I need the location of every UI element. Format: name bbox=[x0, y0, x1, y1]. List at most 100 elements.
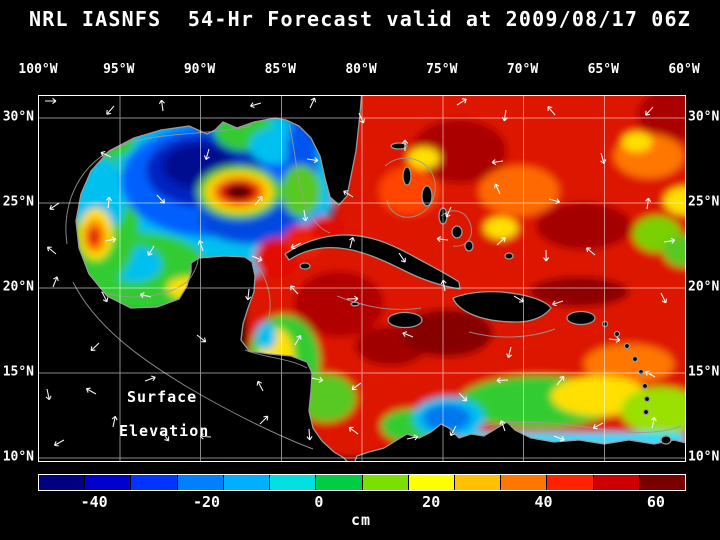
lon-tick-label: 80°W bbox=[345, 62, 377, 77]
vector-arrow-icon bbox=[343, 190, 354, 198]
lat-tick-label-right: 10°N bbox=[688, 449, 720, 465]
vector-arrow-icon bbox=[608, 336, 621, 343]
page-title: NRL IASNFS 54-Hr Forecast valid at 2009/… bbox=[28, 7, 692, 31]
vector-arrow-icon bbox=[553, 435, 565, 442]
south-america-landmass bbox=[354, 421, 685, 461]
cuba-island bbox=[284, 234, 461, 290]
vector-arrow-icon bbox=[259, 415, 269, 425]
colorbar-segment bbox=[223, 475, 271, 490]
vector-arrow-icon bbox=[85, 387, 97, 395]
vector-arrow-icon bbox=[458, 392, 468, 402]
colorbar-tick-label: 0 bbox=[314, 493, 324, 511]
antilles-island bbox=[623, 342, 631, 350]
vector-arrow-icon bbox=[45, 97, 57, 105]
vector-arrow-icon bbox=[245, 288, 252, 301]
lat-tick-label-right: 15°N bbox=[688, 364, 720, 380]
vector-arrow-icon bbox=[513, 295, 524, 303]
vector-arrow-icon bbox=[402, 331, 414, 338]
lon-tick-label: 95°W bbox=[103, 62, 135, 77]
vector-arrow-icon bbox=[645, 106, 654, 116]
colorbar-segment bbox=[639, 475, 686, 490]
vector-arrow-icon bbox=[203, 148, 210, 161]
vector-arrow-icon bbox=[440, 279, 447, 292]
vector-arrow-icon bbox=[506, 346, 513, 359]
vector-arrow-icon bbox=[496, 377, 509, 384]
vector-arrow-icon bbox=[436, 236, 449, 243]
vector-arrow-icon bbox=[290, 242, 302, 250]
colorbar-segment bbox=[316, 475, 363, 490]
vector-arrow-icon bbox=[147, 245, 155, 256]
vector-arrow-icon bbox=[644, 370, 656, 378]
vector-arrow-icon bbox=[289, 285, 299, 295]
vector-arrow-icon bbox=[306, 428, 313, 441]
lat-tick-label-left: 30°N bbox=[2, 109, 34, 125]
vector-arrow-icon bbox=[543, 249, 550, 262]
vector-arrow-icon bbox=[346, 295, 359, 302]
vector-arrow-icon bbox=[90, 342, 100, 352]
lon-tick-label: 60°W bbox=[668, 62, 700, 77]
vector-arrow-icon bbox=[302, 209, 309, 222]
vector-arrow-icon bbox=[548, 198, 561, 205]
vector-arrow-icon bbox=[501, 109, 508, 122]
hispaniola-island bbox=[452, 291, 552, 323]
colorbar-segment bbox=[131, 475, 178, 490]
vector-arrow-icon bbox=[106, 105, 115, 115]
vector-arrow-icon bbox=[496, 237, 506, 246]
lon-tick-label: 90°W bbox=[183, 62, 216, 77]
vector-arrow-icon bbox=[306, 157, 319, 164]
colorbar-tick-label: -40 bbox=[80, 493, 108, 511]
surface-elevation-field bbox=[39, 96, 685, 461]
vector-arrow-icon bbox=[445, 206, 452, 218]
antilles-island bbox=[601, 320, 609, 328]
vector-arrow-icon bbox=[309, 97, 317, 109]
vector-arrow-icon bbox=[199, 433, 212, 440]
vector-arrow-icon bbox=[349, 236, 355, 249]
vector-arrow-icon bbox=[592, 422, 604, 430]
colorbar-tick-label: 20 bbox=[422, 493, 441, 511]
vector-arrow-icon bbox=[552, 300, 564, 307]
antilles-island bbox=[631, 355, 639, 363]
vector-arrow-icon bbox=[348, 426, 359, 435]
vector-arrow-icon bbox=[650, 416, 657, 429]
antilles-island bbox=[643, 395, 651, 403]
lat-tick-label-left: 15°N bbox=[2, 364, 34, 380]
vector-arrow-icon bbox=[256, 380, 264, 392]
vector-arrow-icon bbox=[499, 420, 506, 432]
vector-arrow-icon bbox=[586, 247, 596, 256]
bahamas-island bbox=[451, 225, 463, 239]
vector-arrow-icon bbox=[351, 382, 362, 391]
vector-arrow-icon bbox=[311, 376, 324, 383]
antilles-island bbox=[642, 408, 650, 416]
colorbar-segment bbox=[547, 475, 594, 490]
vector-arrow-icon bbox=[663, 237, 676, 244]
vector-arrow-icon bbox=[456, 98, 467, 106]
annotation-elevation: Elevation bbox=[119, 422, 210, 440]
vector-arrow-icon bbox=[197, 240, 204, 252]
antilles-island bbox=[637, 368, 645, 376]
colorbar-segment bbox=[85, 475, 132, 490]
lat-tick-label-left: 25°N bbox=[2, 194, 34, 210]
colorbar-segment bbox=[177, 475, 224, 490]
vector-arrow-icon bbox=[251, 255, 263, 262]
vector-arrow-icon bbox=[660, 292, 668, 304]
vector-arrow-icon bbox=[158, 99, 165, 112]
vector-arrow-icon bbox=[49, 202, 60, 210]
colorbar-tick-label: 40 bbox=[534, 493, 553, 511]
vector-arrow-icon bbox=[105, 196, 112, 209]
lon-tick-label: 100°W bbox=[18, 62, 58, 77]
trinidad-island bbox=[660, 435, 672, 445]
vector-arrow-icon bbox=[139, 292, 152, 299]
antilles-island bbox=[613, 330, 621, 338]
vector-arrow-icon bbox=[161, 431, 170, 442]
vector-arrow-icon bbox=[645, 197, 652, 210]
antilles-island bbox=[641, 382, 649, 390]
vector-arrow-icon bbox=[401, 139, 409, 151]
bahamas-island bbox=[464, 240, 474, 252]
colorbar-segment bbox=[408, 475, 455, 490]
bahamas-island bbox=[421, 185, 433, 207]
vector-arrow-icon bbox=[294, 334, 302, 346]
vector-arrow-icon bbox=[104, 236, 117, 243]
vector-arrow-icon bbox=[46, 246, 57, 255]
graticule-grid bbox=[39, 96, 685, 461]
